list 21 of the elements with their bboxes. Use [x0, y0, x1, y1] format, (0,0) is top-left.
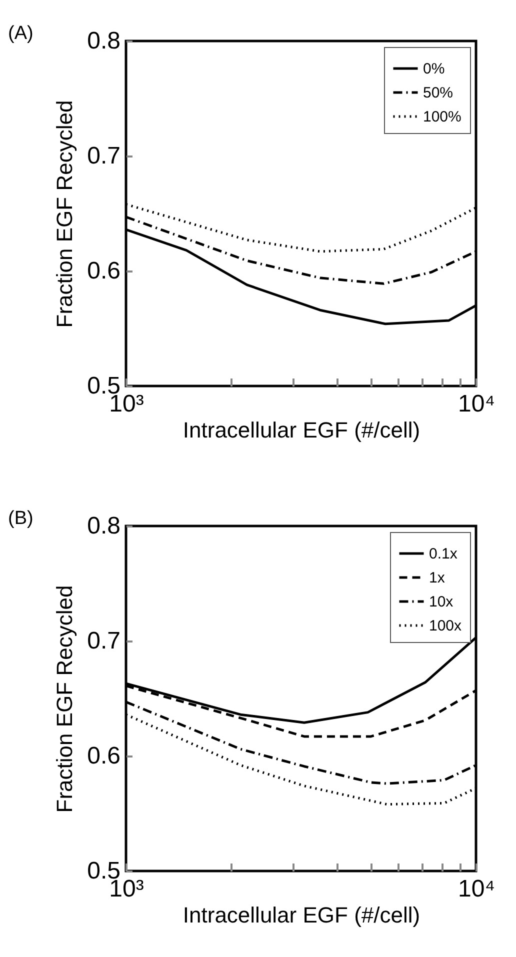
chart-title: (A)	[8, 23, 34, 44]
legend-label: 100%	[423, 108, 462, 126]
legend-label: 50%	[423, 84, 454, 102]
y-tick-label: 0.8	[87, 28, 120, 54]
chart-title: (B)	[8, 508, 34, 529]
x-tick-label: 10⁴	[458, 390, 496, 418]
legend-label: 10x	[429, 594, 454, 610]
x-tick-label: 10⁴	[458, 876, 496, 902]
y-tick-label: 0.7	[87, 142, 120, 170]
y-axis-title: Fraction EGF Recycled	[52, 585, 78, 813]
y-tick-label: 0.6	[87, 258, 120, 284]
legend-label: 1x	[429, 570, 446, 586]
y-axis-title: Fraction EGF Recycled	[52, 100, 78, 328]
y-tick-label: 0.6	[87, 742, 120, 770]
legend-label: 0%	[423, 60, 445, 78]
legend-label: 100x	[429, 618, 462, 634]
x-axis-title: Intracellular EGF (#/cell)	[182, 418, 420, 442]
y-tick-label: 0.7	[87, 628, 120, 654]
x-axis-title: Intracellular EGF (#/cell)	[182, 902, 420, 928]
y-tick-label: 0.8	[87, 512, 120, 540]
legend-label: 0.1x	[429, 546, 458, 562]
